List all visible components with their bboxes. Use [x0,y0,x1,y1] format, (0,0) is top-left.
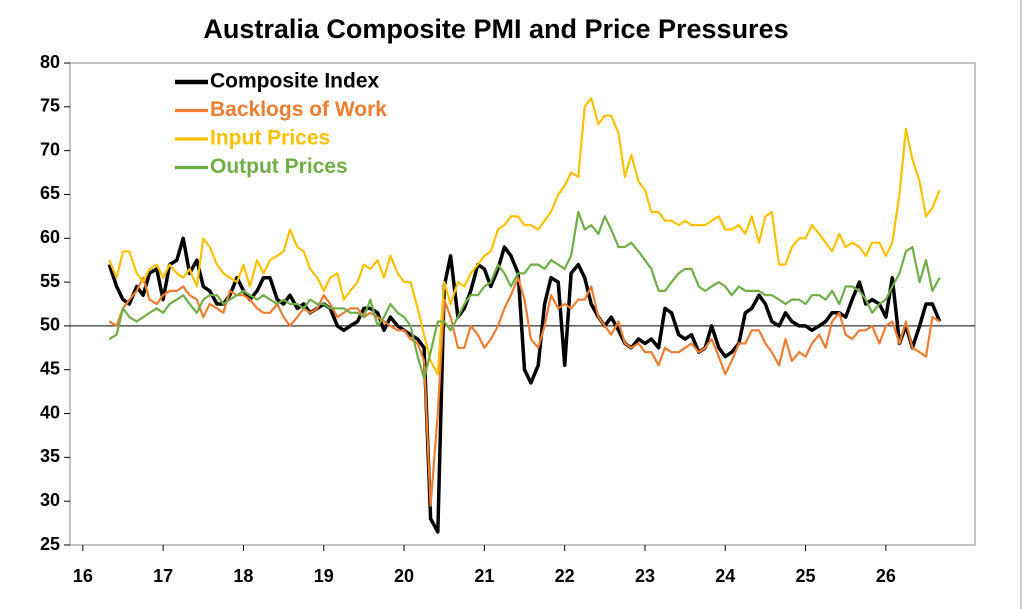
y-tick-label: 65 [40,183,60,203]
series-line [108,276,941,507]
x-tick-label: 25 [796,566,816,586]
x-tick-label: 24 [715,566,735,586]
x-tick-label: 20 [394,566,414,586]
y-tick-label: 50 [40,315,60,335]
y-tick-label: 30 [40,490,60,510]
x-tick-label: 18 [233,566,253,586]
legend-label: Input Prices [210,127,330,150]
y-tick-label: 60 [40,227,60,247]
series-line [108,210,941,380]
x-tick-label: 22 [555,566,575,586]
y-tick-label: 45 [40,358,60,378]
chart-title: Australia Composite PMI and Price Pressu… [203,14,788,44]
series-line [107,236,942,534]
plot-frame [69,62,976,546]
x-tick-label: 21 [474,566,494,586]
y-tick-label: 75 [40,96,60,116]
y-tick-label: 80 [40,52,60,72]
y-tick-label: 35 [40,446,60,466]
x-tick-label: 17 [153,566,173,586]
x-tick-label: 16 [73,566,93,586]
x-tick-label: 23 [635,566,655,586]
y-tick-label: 25 [40,534,60,554]
y-tick-label: 40 [40,402,60,422]
legend-label: Output Prices [210,155,348,178]
x-tick-label: 26 [876,566,896,586]
legend-label: Backlogs of Work [210,98,387,121]
y-tick-label: 70 [40,139,60,159]
series-line [108,97,941,376]
legend-label: Composite Index [210,70,380,93]
y-tick-label: 55 [40,271,60,291]
x-tick-label: 19 [314,566,334,586]
